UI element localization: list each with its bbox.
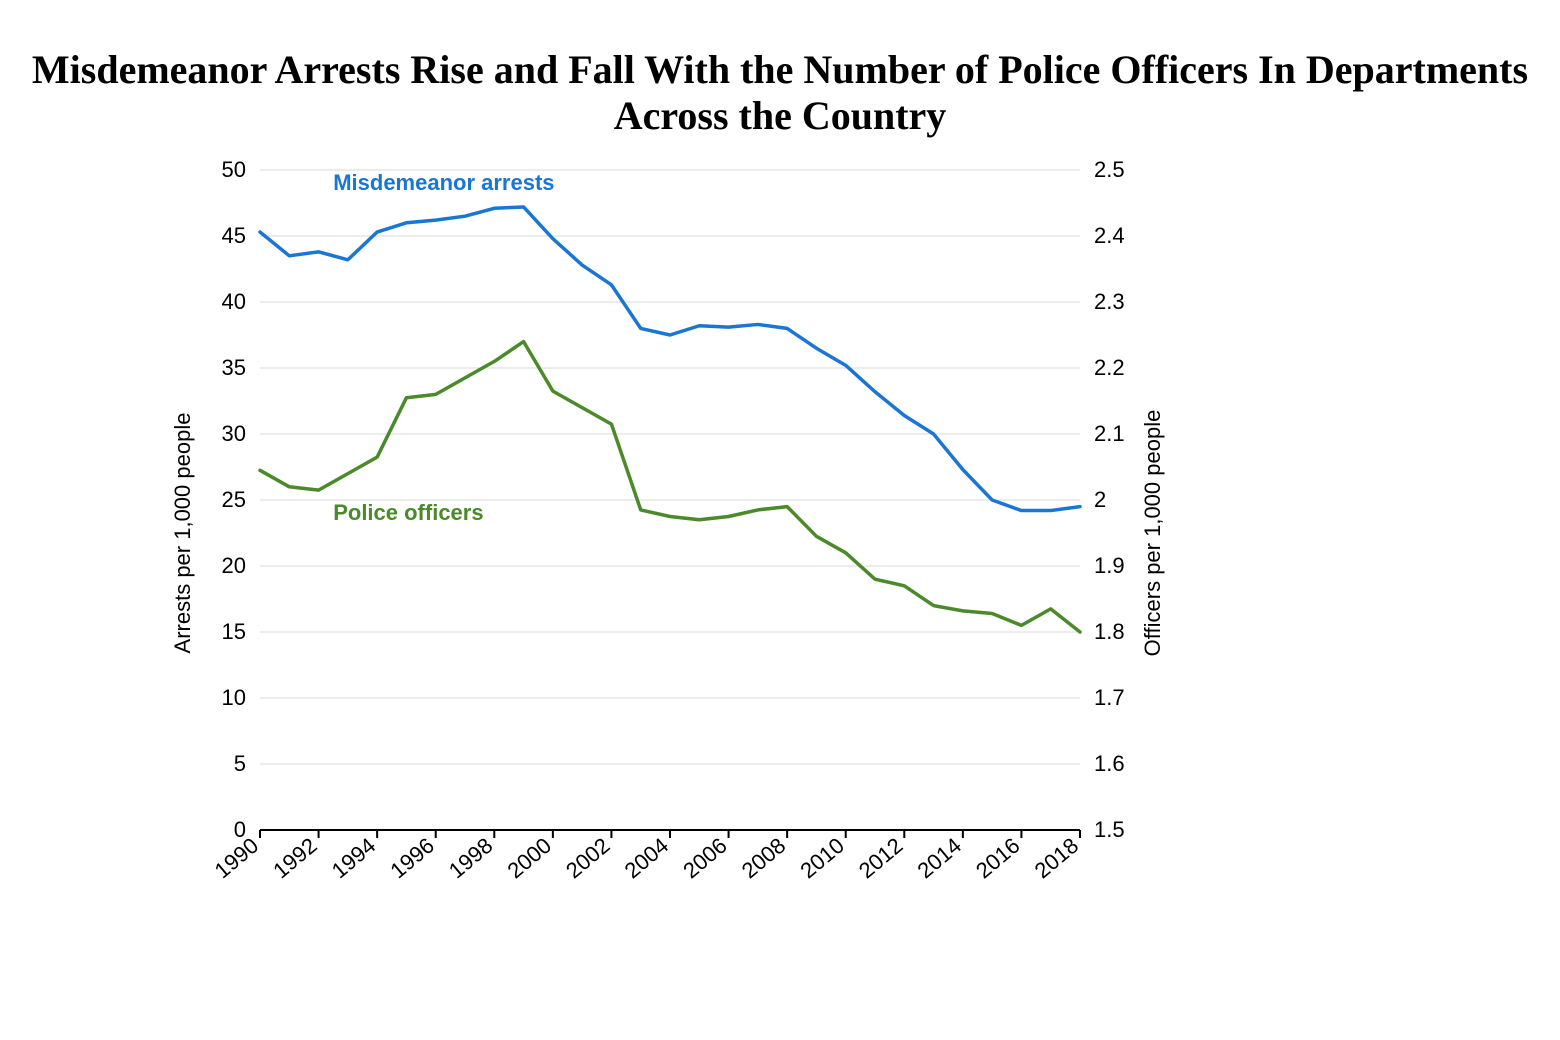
series-line — [260, 342, 1080, 632]
x-tick-label: 1996 — [385, 833, 439, 884]
y-left-tick-label: 15 — [222, 619, 246, 644]
x-tick-label: 1994 — [327, 833, 381, 884]
x-tick-label: 2018 — [1030, 833, 1084, 884]
y-left-tick-label: 25 — [222, 487, 246, 512]
x-tick-label: 2014 — [913, 833, 967, 884]
x-tick-label: 2016 — [971, 833, 1025, 884]
y-left-tick-label: 0 — [234, 817, 246, 842]
y-right-tick-label: 2.3 — [1094, 289, 1125, 314]
y-left-tick-label: 45 — [222, 223, 246, 248]
chart-svg: 1990199219941996199820002002200420062008… — [0, 0, 1300, 970]
series-line — [260, 207, 1080, 511]
x-tick-label: 2006 — [678, 833, 732, 884]
x-tick-label: 2010 — [795, 833, 849, 884]
y-right-tick-label: 2.1 — [1094, 421, 1125, 446]
x-tick-label: 2004 — [620, 833, 674, 884]
x-tick-label: 2008 — [737, 833, 791, 884]
series-label: Misdemeanor arrests — [333, 170, 554, 195]
y-left-axis-label: Arrests per 1,000 people — [170, 413, 195, 654]
y-right-tick-label: 1.6 — [1094, 751, 1125, 776]
x-tick-label: 2002 — [561, 833, 615, 884]
y-right-tick-label: 2 — [1094, 487, 1106, 512]
y-left-tick-label: 20 — [222, 553, 246, 578]
chart-area: 1990199219941996199820002002200420062008… — [0, 0, 1300, 970]
y-left-tick-label: 35 — [222, 355, 246, 380]
y-right-axis-label: Officers per 1,000 people — [1140, 410, 1165, 657]
y-right-tick-label: 2.2 — [1094, 355, 1125, 380]
y-left-tick-label: 40 — [222, 289, 246, 314]
y-left-tick-label: 5 — [234, 751, 246, 776]
y-right-tick-label: 1.9 — [1094, 553, 1125, 578]
y-right-tick-label: 1.5 — [1094, 817, 1125, 842]
chart-container: { "title": "Misdemeanor Arrests Rise and… — [0, 0, 1560, 1040]
x-tick-label: 1992 — [268, 833, 322, 884]
y-left-tick-label: 50 — [222, 157, 246, 182]
x-tick-label: 2012 — [854, 833, 908, 884]
y-right-tick-label: 2.5 — [1094, 157, 1125, 182]
y-left-tick-label: 10 — [222, 685, 246, 710]
y-right-tick-label: 1.7 — [1094, 685, 1125, 710]
y-right-tick-label: 1.8 — [1094, 619, 1125, 644]
x-tick-label: 2000 — [503, 833, 557, 884]
series-label: Police officers — [333, 500, 483, 525]
y-right-tick-label: 2.4 — [1094, 223, 1125, 248]
x-tick-label: 1998 — [444, 833, 498, 884]
y-left-tick-label: 30 — [222, 421, 246, 446]
